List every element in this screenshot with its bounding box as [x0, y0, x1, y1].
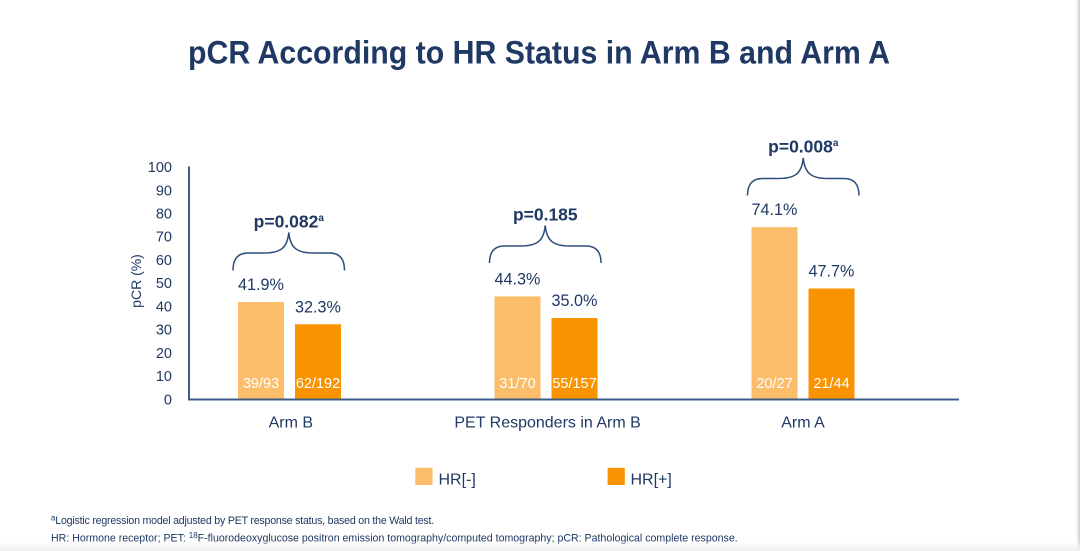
- svg-text:90: 90: [156, 183, 172, 199]
- svg-text:35.0%: 35.0%: [552, 292, 598, 310]
- svg-text:47.7%: 47.7%: [809, 263, 855, 281]
- svg-text:p=0.185: p=0.185: [513, 204, 578, 224]
- svg-text:HR[+]: HR[+]: [631, 472, 672, 489]
- svg-text:PET Responders in Arm B: PET Responders in Arm B: [454, 415, 640, 432]
- svg-text:HR[-]: HR[-]: [439, 472, 476, 489]
- svg-text:20/27: 20/27: [756, 376, 792, 392]
- svg-text:20: 20: [156, 346, 172, 362]
- svg-text:aLogistic regression model adj: aLogistic regression model adjusted by P…: [51, 514, 434, 528]
- svg-text:60: 60: [156, 253, 172, 269]
- svg-text:31/70: 31/70: [499, 376, 535, 392]
- svg-text:p=0.082a: p=0.082a: [254, 212, 325, 232]
- svg-text:30: 30: [156, 323, 172, 339]
- svg-text:50: 50: [156, 276, 172, 292]
- svg-text:55/157: 55/157: [552, 376, 596, 392]
- svg-text:44.3%: 44.3%: [495, 270, 541, 288]
- svg-text:100: 100: [148, 160, 172, 176]
- svg-text:74.1%: 74.1%: [752, 201, 798, 219]
- svg-text:10: 10: [156, 369, 172, 385]
- svg-text:Arm B: Arm B: [269, 415, 313, 432]
- svg-text:32.3%: 32.3%: [295, 298, 341, 316]
- svg-text:40: 40: [156, 299, 172, 315]
- svg-text:p=0.008a: p=0.008a: [768, 137, 839, 157]
- svg-text:70: 70: [156, 230, 172, 246]
- svg-text:39/93: 39/93: [243, 376, 279, 392]
- svg-text:pCR According to HR Status in: pCR According to HR Status in Arm B and …: [188, 35, 890, 71]
- svg-text:80: 80: [156, 207, 172, 223]
- svg-text:41.9%: 41.9%: [238, 276, 284, 294]
- svg-text:pCR (%): pCR (%): [128, 254, 144, 308]
- svg-text:Arm A: Arm A: [781, 415, 825, 432]
- svg-text:0: 0: [164, 392, 172, 408]
- svg-text:21/44: 21/44: [813, 376, 849, 392]
- svg-text:62/192: 62/192: [296, 376, 340, 392]
